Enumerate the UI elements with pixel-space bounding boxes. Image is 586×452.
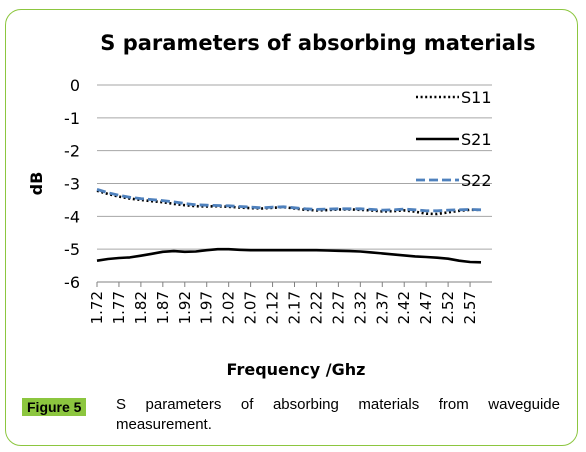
x-tick-label: 2.27 xyxy=(329,291,347,324)
chart-title: S parameters of absorbing materials xyxy=(100,31,535,55)
caption-text: S parameters of absorbing materials from… xyxy=(116,396,560,433)
gridlines xyxy=(96,84,492,287)
legend-label-s22: S22 xyxy=(461,171,492,190)
y-tick-label: -4 xyxy=(64,207,80,226)
y-tick-label: -2 xyxy=(64,142,80,161)
figure-label: Figure 5 xyxy=(22,398,87,416)
series-lines xyxy=(96,188,482,264)
y-axis-ticks: 0 -1 -2 -3 -4 -5 -6 xyxy=(64,76,80,292)
legend-label-s11: S11 xyxy=(461,88,492,107)
x-tick-label: 2.52 xyxy=(439,291,457,324)
x-tick-label: 2.47 xyxy=(417,291,435,324)
x-tick-label: 2.57 xyxy=(461,291,479,324)
x-tick-label: 1.97 xyxy=(198,291,216,324)
x-axis-ticks: 1.72 1.77 1.82 1.87 1.92 1.97 2.02 2.07 2.12 2.17… xyxy=(88,291,479,324)
y-tick-label: -6 xyxy=(64,273,80,292)
y-tick-label: -1 xyxy=(64,109,80,128)
legend-label-s21: S21 xyxy=(461,130,492,149)
x-tick-label: 1.82 xyxy=(132,291,150,324)
x-tick-label: 1.87 xyxy=(154,291,172,324)
x-tick-label: 1.92 xyxy=(176,291,194,324)
x-tick-label: 2.07 xyxy=(242,291,260,324)
x-axis-label: Frequency /Ghz xyxy=(227,360,366,379)
x-tick-label: 2.37 xyxy=(373,291,391,324)
y-axis-label: dB xyxy=(27,172,46,196)
x-tick-label: 1.77 xyxy=(110,291,128,324)
legend: S11 S21 S22 xyxy=(416,88,492,190)
y-tick-label: -3 xyxy=(64,175,80,194)
series-line-s11 xyxy=(96,189,481,216)
y-tick-label: -5 xyxy=(64,240,80,259)
figure-frame xyxy=(5,9,578,446)
x-tick-label: 2.02 xyxy=(220,291,238,324)
x-tick-label: 2.32 xyxy=(351,291,369,324)
x-tick-label: 1.72 xyxy=(88,291,106,324)
series-line-s21 xyxy=(96,247,482,264)
x-tick-label: 2.42 xyxy=(395,291,413,324)
series-line-s22 xyxy=(96,188,482,213)
chart: S parameters of absorbing materials 0 -1 -… xyxy=(27,31,536,379)
x-tick-label: 2.22 xyxy=(307,291,325,324)
y-tick-label: 0 xyxy=(70,76,80,95)
x-tick-label: 2.17 xyxy=(286,291,304,324)
x-tick-label: 2.12 xyxy=(264,291,282,324)
